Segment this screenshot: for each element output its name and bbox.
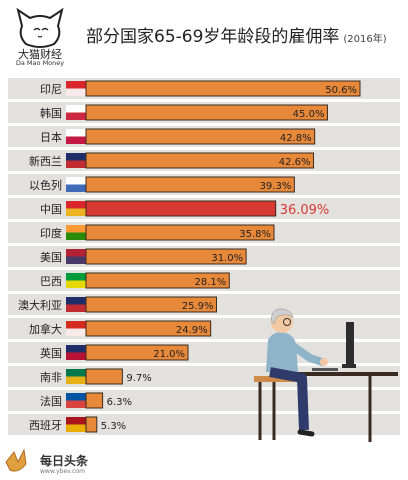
- country-label: 西班牙: [29, 419, 62, 432]
- value-label: 35.8%: [239, 229, 271, 240]
- value-label: 28.1%: [194, 277, 226, 288]
- footer-logo: [4, 448, 124, 478]
- chart-title-year: (2016年): [343, 34, 387, 45]
- cat-logo-icon: [16, 7, 64, 48]
- chart-title: 部分国家65-69岁年龄段的雇佣率 (2016年): [86, 22, 387, 47]
- flag-icon-stripe: [66, 160, 86, 168]
- bar: [85, 176, 295, 193]
- country-label: 南非: [40, 371, 62, 384]
- bar: [85, 416, 98, 433]
- value-label: 25.9%: [182, 301, 214, 312]
- footer-brand: 每日头条: [40, 454, 89, 468]
- country-label: 印尼: [40, 83, 62, 96]
- value-label: 36.09%: [280, 203, 330, 218]
- flag-icon-stripe: [66, 376, 86, 384]
- country-label: 美国: [40, 251, 62, 264]
- flag-icon-stripe: [66, 328, 86, 336]
- chart-title-text: 部分国家65-69岁年龄段的雇佣率: [86, 27, 340, 47]
- bar: [85, 392, 104, 409]
- flag-icon-stripe: [66, 136, 86, 144]
- value-label: 45.0%: [293, 109, 325, 120]
- bar: [85, 104, 328, 121]
- value-label: 39.3%: [260, 181, 292, 192]
- elderly-worker-illustration: [254, 308, 398, 442]
- bar: [85, 320, 212, 337]
- footer-bird-icon: [5, 448, 27, 472]
- flag-icon-stripe: [66, 424, 86, 432]
- flag-icon-stripe: [66, 112, 86, 120]
- country-label: 印度: [40, 226, 62, 240]
- flag-icon-stripe: [66, 304, 86, 312]
- value-label: 5.3%: [101, 421, 126, 432]
- bar: [85, 200, 277, 217]
- country-label: 法国: [40, 394, 62, 408]
- value-label: 21.0%: [153, 349, 185, 360]
- bar: [85, 344, 189, 361]
- flag-icon-stripe: [66, 208, 86, 216]
- value-label: 24.9%: [176, 325, 208, 336]
- bar: [85, 224, 275, 241]
- value-label: 6.3%: [107, 397, 132, 408]
- country-label: 澳大利亚: [18, 298, 62, 312]
- bar: [85, 248, 247, 265]
- header: 大猫财经 Da Mao Money 部分国家65-69岁年龄段的雇佣率 (2016…: [0, 0, 408, 72]
- flag-icon-stripe: [66, 232, 86, 240]
- country-label: 加拿大: [29, 322, 62, 336]
- country-label: 韩国: [40, 106, 62, 120]
- logo-subtitle: Da Mao Money: [15, 59, 65, 67]
- value-label: 50.6%: [325, 85, 357, 96]
- value-label: 31.0%: [211, 253, 243, 264]
- value-label: 42.8%: [280, 133, 312, 144]
- value-label: 42.6%: [279, 157, 311, 168]
- bar: [85, 272, 230, 289]
- value-label: 9.7%: [126, 373, 151, 384]
- country-label: 中国: [40, 203, 62, 216]
- country-label: 英国: [40, 346, 62, 360]
- country-label: 新西兰: [29, 154, 62, 168]
- flag-icon-stripe: [66, 256, 86, 264]
- flag-icon-stripe: [66, 400, 86, 408]
- flag-icon-stripe: [66, 352, 86, 360]
- flag-icon-stripe: [66, 88, 86, 96]
- bar: [85, 368, 123, 385]
- country-label: 日本: [40, 130, 62, 144]
- country-label: 以色列: [29, 178, 62, 192]
- bar: [85, 152, 315, 169]
- country-label: 巴西: [40, 275, 62, 288]
- bar: [85, 128, 316, 145]
- footer-url: www.ybev.com: [40, 468, 85, 475]
- bar: [85, 80, 361, 97]
- flag-icon-stripe: [66, 280, 86, 288]
- bar: [85, 296, 217, 313]
- flag-icon-stripe: [66, 184, 86, 192]
- logo-name: 大猫财经: [18, 48, 62, 61]
